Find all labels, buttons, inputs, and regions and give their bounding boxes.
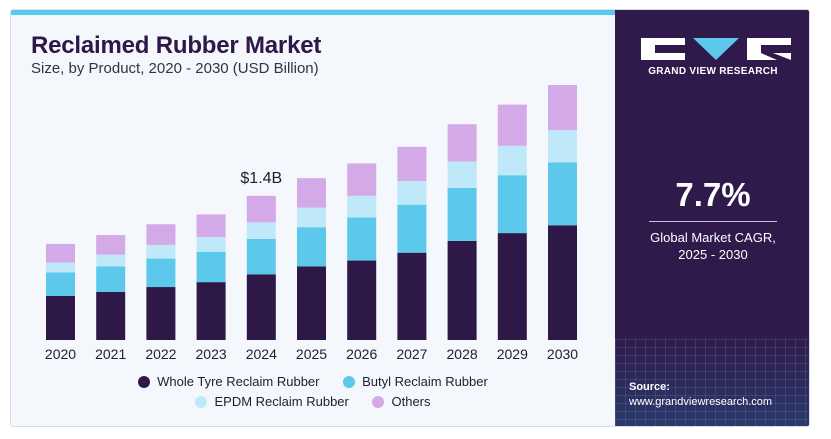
- bar-2022-epdm-reclaim-rubber: [146, 244, 176, 259]
- legend-row-2: EPDM Reclaim Rubber Others: [11, 394, 615, 411]
- cagr-divider: [649, 221, 777, 222]
- bar-2024-whole-tyre-reclaim-rubber: [246, 274, 276, 340]
- cagr-label: Global Market CAGR, 2025 - 2030: [615, 229, 809, 263]
- legend-swatch-epdm: [195, 395, 208, 408]
- bar-2023-others: [196, 214, 226, 238]
- bar-2024-butyl-reclaim-rubber: [246, 238, 276, 275]
- bar-2028-epdm-reclaim-rubber: [447, 161, 477, 188]
- x-tick-label-2030: 2030: [547, 346, 578, 362]
- bar-2022-whole-tyre-reclaim-rubber: [146, 287, 176, 340]
- bar-2023-butyl-reclaim-rubber: [196, 251, 226, 283]
- bar-2025-butyl-reclaim-rubber: [297, 227, 326, 267]
- source-label: Source:: [629, 381, 670, 393]
- bar-2023-epdm-reclaim-rubber: [196, 237, 226, 252]
- bar-2030-epdm-reclaim-rubber: [548, 130, 577, 163]
- x-tick-label-2027: 2027: [396, 346, 427, 362]
- bar-2030-others: [548, 85, 577, 131]
- x-tick-label-2028: 2028: [447, 346, 478, 362]
- bar-2021-epdm-reclaim-rubber: [96, 254, 126, 267]
- bar-2026-epdm-reclaim-rubber: [347, 195, 377, 218]
- bar-2021-whole-tyre-reclaim-rubber: [96, 291, 126, 340]
- bar-2026-butyl-reclaim-rubber: [347, 217, 377, 261]
- decorative-mesh: [615, 338, 809, 426]
- cagr-label-line-2: 2025 - 2030: [678, 247, 748, 262]
- legend-swatch-whole-tyre: [138, 375, 151, 388]
- x-tick-label-2024: 2024: [246, 346, 277, 362]
- legend-label-whole-tyre: Whole Tyre Reclaim Rubber: [157, 374, 320, 389]
- bar-2025-whole-tyre-reclaim-rubber: [297, 266, 326, 340]
- x-tick-label-2022: 2022: [145, 346, 176, 362]
- info-panel: GRAND VIEW RESEARCH 7.7% Global Market C…: [615, 10, 809, 426]
- bar-2029-others: [497, 104, 527, 146]
- accent-bar: [11, 10, 615, 15]
- bar-2020-whole-tyre-reclaim-rubber: [46, 295, 75, 340]
- bar-2028-others: [447, 124, 477, 162]
- bar-2030-butyl-reclaim-rubber: [548, 162, 577, 226]
- data-label-2024: $1.4B: [240, 170, 282, 187]
- bar-2024-epdm-reclaim-rubber: [246, 222, 276, 239]
- x-tick-label-2026: 2026: [346, 346, 377, 362]
- bar-2027-others: [397, 146, 427, 182]
- chart-subtitle: Size, by Product, 2020 - 2030 (USD Billi…: [31, 60, 319, 77]
- bar-2030-whole-tyre-reclaim-rubber: [548, 225, 577, 340]
- bar-2020-butyl-reclaim-rubber: [46, 272, 75, 296]
- stacked-bar-chart: 2020 2021 2022 2023 2024 2025 2026 2027 2028 2029…: [45, 85, 578, 362]
- bar-2029-butyl-reclaim-rubber: [497, 175, 527, 234]
- legend-item-epdm: EPDM Reclaim Rubber: [195, 394, 349, 409]
- bar-2027-whole-tyre-reclaim-rubber: [397, 252, 427, 340]
- bar-2029-whole-tyre-reclaim-rubber: [497, 233, 527, 340]
- bar-2023-whole-tyre-reclaim-rubber: [196, 282, 226, 340]
- bar-2025-epdm-reclaim-rubber: [297, 207, 326, 228]
- bar-2026-others: [347, 163, 377, 196]
- source-link[interactable]: www.grandviewresearch.com: [629, 396, 773, 408]
- chart-card: Reclaimed Rubber Market Size, by Product…: [10, 9, 810, 427]
- chart-title: Reclaimed Rubber Market: [31, 32, 322, 59]
- x-tick-label-2021: 2021: [95, 346, 126, 362]
- x-tick-label-2023: 2023: [196, 346, 227, 362]
- brand-name: GRAND VIEW RESEARCH: [648, 66, 778, 77]
- bar-2021-butyl-reclaim-rubber: [96, 266, 126, 292]
- x-tick-label-2029: 2029: [497, 346, 528, 362]
- bar-2027-butyl-reclaim-rubber: [397, 204, 427, 253]
- bar-2028-whole-tyre-reclaim-rubber: [447, 240, 477, 340]
- bar-2021-others: [96, 235, 126, 255]
- legend-item-others: Others: [372, 394, 431, 409]
- bar-2029-epdm-reclaim-rubber: [497, 145, 527, 176]
- bar-2024-others: [246, 195, 276, 223]
- cagr-label-line-1: Global Market CAGR,: [650, 230, 776, 245]
- source-block: Source: www.grandviewresearch.com: [629, 380, 772, 410]
- legend-label-butyl: Butyl Reclaim Rubber: [362, 374, 488, 389]
- x-tick-label-2025: 2025: [296, 346, 327, 362]
- legend-label-epdm: EPDM Reclaim Rubber: [214, 394, 349, 409]
- bar-2022-butyl-reclaim-rubber: [146, 258, 176, 288]
- legend-item-whole-tyre: Whole Tyre Reclaim Rubber: [138, 374, 319, 389]
- cagr-value: 7.7%: [675, 176, 751, 213]
- x-tick-label-2020: 2020: [45, 346, 76, 362]
- bar-2026-whole-tyre-reclaim-rubber: [347, 260, 377, 340]
- bar-2020-others: [46, 243, 75, 263]
- bar-2022-others: [146, 224, 176, 245]
- bar-2028-butyl-reclaim-rubber: [447, 187, 477, 241]
- legend-item-butyl: Butyl Reclaim Rubber: [343, 374, 488, 389]
- legend-swatch-butyl: [343, 375, 356, 388]
- bar-2025-others: [297, 178, 326, 208]
- legend-swatch-others: [372, 395, 385, 408]
- bar-2020-epdm-reclaim-rubber: [46, 262, 75, 273]
- legend-label-others: Others: [391, 394, 431, 409]
- bar-2027-epdm-reclaim-rubber: [397, 181, 427, 205]
- legend-row-1: Whole Tyre Reclaim Rubber Butyl Reclaim …: [11, 374, 615, 391]
- gvr-logo-icon: [641, 38, 791, 60]
